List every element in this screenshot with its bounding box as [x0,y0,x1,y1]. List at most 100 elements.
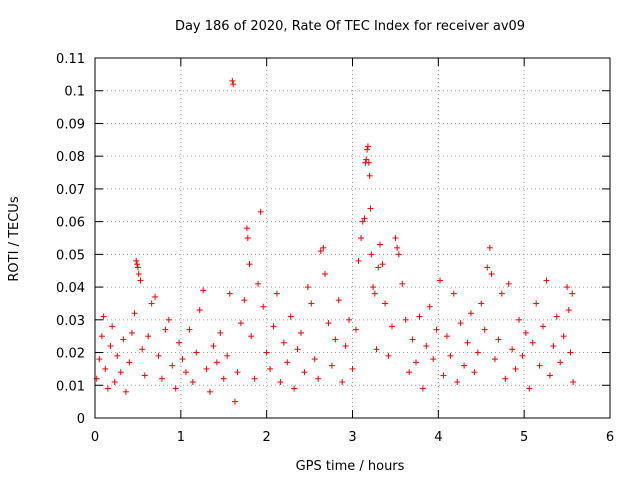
data-point [461,362,468,369]
data-point [392,235,399,241]
data-point [224,352,231,359]
y-tick-label: 0 [77,412,85,427]
data-point [406,369,413,376]
y-tick-label: 0.04 [56,281,85,296]
data-point [111,379,118,385]
data-point [317,248,324,255]
data-point [213,359,220,366]
data-point [495,336,502,343]
data-point [560,333,567,340]
data-point [126,359,133,366]
data-point [98,333,105,340]
data-point [131,310,138,317]
data-point [505,280,512,287]
data-point [96,356,103,363]
data-point [284,359,291,366]
x-tick-label: 5 [520,430,528,445]
data-point [332,336,339,343]
data-point [550,343,557,349]
data-point [152,293,159,300]
data-point [189,379,196,385]
data-point [339,379,346,385]
data-point [315,375,322,382]
data-point [248,333,255,340]
data-point [512,365,519,372]
data-point [546,372,553,379]
data-point [543,277,550,284]
data-point [533,300,540,307]
data-point [263,349,270,356]
data-point [243,225,250,232]
data-point [373,346,380,353]
data-point [241,297,248,304]
data-point [464,339,471,346]
data-point [370,284,377,291]
data-point [567,349,574,356]
data-point [519,352,526,359]
x-tick-label: 1 [177,430,185,445]
data-point [220,375,227,382]
data-point [182,369,189,376]
data-point [196,307,203,313]
data-point [172,385,179,392]
data-point [361,215,368,222]
x-tick-label: 6 [606,430,614,445]
data-point [137,277,144,284]
data-point [291,385,298,392]
data-point [565,307,572,313]
x-tick-label: 0 [91,430,99,445]
data-point [474,349,481,356]
data-point [226,290,233,297]
data-point [426,303,433,310]
data-point [484,264,491,271]
data-point [416,313,423,320]
data-point [358,235,365,241]
data-point [328,362,335,369]
y-tick-label: 0.01 [56,379,85,394]
data-point [486,244,493,251]
data-point [322,271,329,277]
y-tick-label: 0.07 [56,183,85,198]
data-point [203,365,210,372]
axis-ticks: 0 0.01 0.02 0.03 0.04 0.05 0.06 0.07 0.08 0.09 0.1… [56,52,614,445]
data-point [371,290,378,297]
data-point [109,323,116,330]
data-point [540,323,547,330]
data-point [352,326,359,333]
data-point [437,277,444,284]
data-point [526,385,533,392]
data-point [443,333,450,340]
data-point [200,287,207,294]
data-point [502,375,509,382]
data-point [536,362,543,369]
data-point [255,280,262,287]
data-point [135,271,142,277]
data-point [230,81,237,88]
data-point [430,356,437,363]
data-point [379,261,386,268]
data-point [365,159,372,166]
data-point [320,244,327,251]
x-tick-label: 2 [263,430,271,445]
y-tick-label: 0.05 [56,248,85,263]
data-point [471,369,478,376]
y-tick-label: 0.1 [64,85,85,100]
chart-title: Day 186 of 2020, Rate Of TEC Index for r… [175,19,525,34]
data-point [155,352,162,359]
data-point [557,359,564,366]
data-point [522,329,529,336]
y-tick-label: 0.09 [56,117,85,132]
data-point [169,362,176,369]
data-point [158,375,165,382]
data-point [395,251,402,258]
data-point [162,326,169,333]
data-point [298,329,304,336]
data-point [273,290,280,297]
data-point [382,300,389,307]
data-point [388,323,395,330]
data-point [457,320,464,327]
data-point [270,323,277,330]
data-point [346,316,353,323]
data-point [267,365,274,372]
